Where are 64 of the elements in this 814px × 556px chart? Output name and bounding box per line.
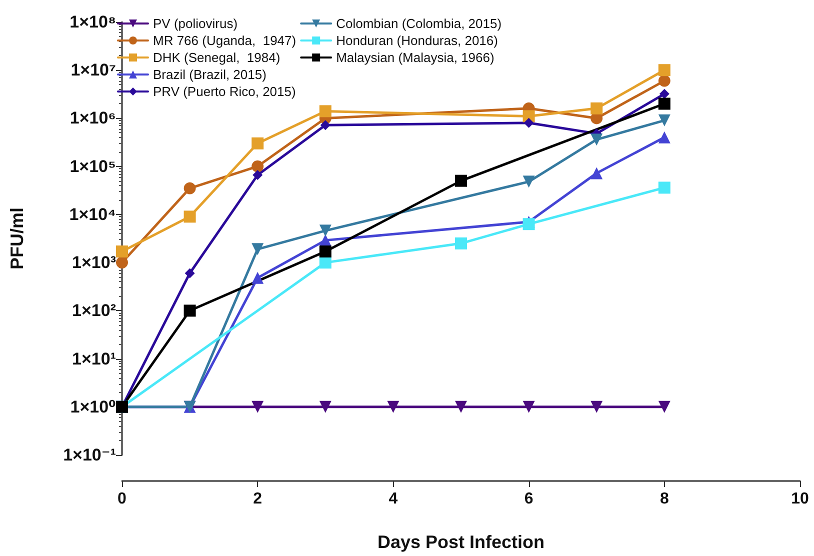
point (658, 64, 670, 76)
y-tick-label: 1×10⁸ (70, 12, 116, 32)
x-tick-label: 4 (388, 490, 398, 508)
point (116, 245, 128, 258)
y-axis-title: PFU/ml (7, 207, 27, 270)
legend-label: DHK (Senegal, 1984) (153, 50, 280, 65)
y-tick-label: 1×10⁶ (70, 108, 116, 128)
point (319, 105, 332, 118)
legend-label: MR 766 (Uganda, 1947) (153, 33, 296, 48)
x-tick-label: 0 (118, 490, 127, 508)
legend-label: PV (poliovirus) (153, 16, 238, 31)
point (658, 400, 670, 413)
point (116, 256, 128, 269)
point (522, 218, 535, 230)
point (524, 118, 534, 128)
point (184, 304, 196, 317)
point (319, 400, 332, 413)
legend-label: Honduran (Honduras, 2016) (336, 33, 498, 48)
y-tick-label: 1×10⁻¹ (63, 446, 116, 464)
y-tick-label: 1×10³ (72, 253, 116, 272)
legend-label: Colombian (Colombia, 2015) (336, 16, 502, 31)
x-tick-label: 6 (524, 490, 534, 508)
point (590, 134, 603, 146)
point (252, 137, 264, 150)
point (319, 224, 332, 237)
x-tick-label: 8 (660, 490, 669, 508)
point (455, 237, 467, 250)
point (184, 268, 195, 278)
point (252, 160, 264, 172)
point (319, 245, 332, 258)
y-tick-label: 1×10¹ (72, 349, 116, 368)
point (590, 400, 603, 413)
point (252, 272, 264, 284)
point (658, 182, 670, 194)
point (455, 400, 467, 413)
y-tick-label: 1×10⁵ (70, 156, 116, 176)
point (184, 210, 196, 223)
y-tick-label: 1×10⁷ (70, 60, 116, 80)
point (184, 182, 196, 194)
point (658, 131, 670, 144)
legend-label: Brazil (Brazil, 2015) (153, 67, 266, 82)
point (658, 74, 670, 87)
point (455, 174, 467, 187)
point (522, 176, 535, 188)
point (659, 88, 670, 99)
point (319, 256, 332, 269)
point (658, 98, 670, 110)
point (658, 114, 670, 126)
x-tick-label: 10 (791, 490, 809, 508)
legend-label: Malaysian (Malaysia, 1966) (336, 50, 494, 65)
y-tick-label: 1×10² (72, 301, 116, 320)
point (590, 102, 603, 114)
x-axis-title: Days Post Infection (377, 532, 545, 552)
point (320, 120, 330, 130)
y-tick-label: 1×10⁴ (69, 204, 116, 224)
point (252, 400, 264, 413)
point (590, 167, 603, 180)
point (252, 243, 264, 256)
point (252, 170, 263, 180)
point (522, 400, 535, 413)
legend-label: PRV (Puerto Rico, 2015) (153, 84, 296, 99)
point (387, 400, 400, 413)
x-tick-label: 2 (253, 490, 262, 508)
y-tick-label: 1×10⁰ (70, 397, 116, 416)
